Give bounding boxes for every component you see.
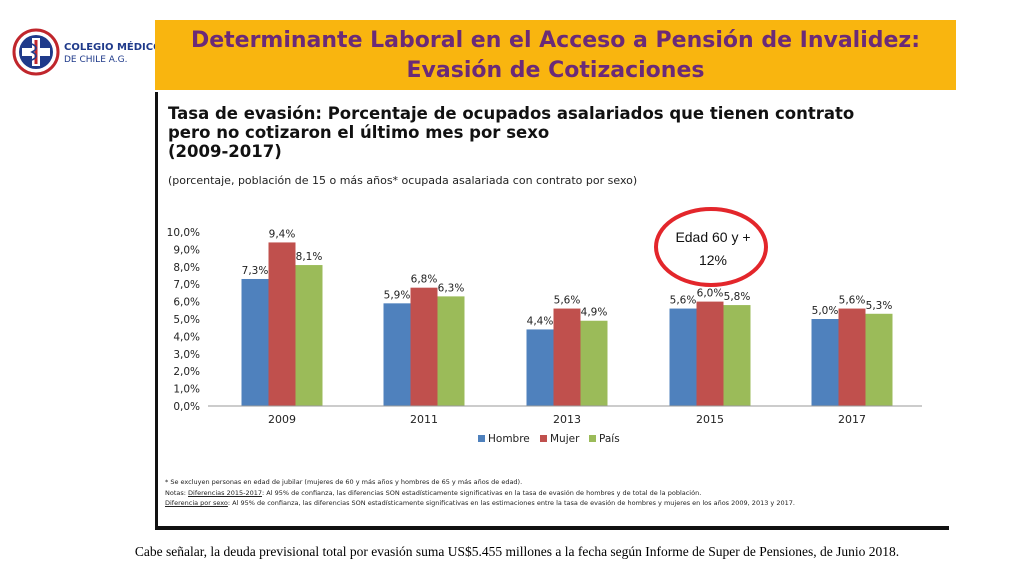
logo-line1: COLEGIO MÉDICO (64, 42, 162, 53)
bar-mujer-2011 (410, 287, 438, 406)
y-tick-label: 8,0% (173, 262, 200, 274)
colegio-medico-logo: COLEGIO MÉDICO DE CHILE A.G. (12, 28, 162, 76)
bar-hombre-2015 (669, 308, 697, 406)
y-tick-label: 1,0% (173, 384, 200, 396)
banner-title-line1: Determinante Laboral en el Acceso a Pens… (190, 28, 921, 53)
footnote-3-label: Diferencia por sexo (165, 499, 228, 507)
chart-subtitle: (porcentaje, población de 15 o más años*… (168, 174, 638, 187)
title-banner: Determinante Laboral en el Acceso a Pens… (155, 20, 956, 90)
data-label: 6,8% (411, 274, 438, 286)
y-tick-label: 6,0% (173, 297, 200, 309)
x-tick-label: 2011 (410, 413, 438, 426)
y-axis: 0,0% 1,0% 2,0% 3,0% 4,0% 5,0% 6,0% 7,0% 8,0% 9,0%… (167, 227, 200, 413)
legend-label-país: País (599, 433, 620, 445)
bar-hombre-2009 (241, 278, 269, 406)
bar-hombre-2017 (811, 319, 839, 406)
footnote-2-prefix: Notas: (165, 489, 189, 497)
callout-line1: Edad 60 y + (675, 229, 750, 245)
data-label: 5,6% (839, 295, 866, 307)
data-label: 6,0% (697, 288, 724, 300)
y-tick-label: 2,0% (173, 366, 200, 378)
footnote-2-label: Diferencias 2015-2017 (188, 489, 263, 497)
data-label: 5,6% (670, 295, 697, 307)
footnote-2: Notas: Diferencias 2015-2017: Al 95% de … (165, 489, 701, 497)
data-labels: 7,3%9,4%8,1%5,9%6,8%6,3%4,4%5,6%4,9%5,6%… (242, 228, 893, 327)
bar-mujer-2013 (553, 308, 581, 406)
bar-mujer-2017 (838, 308, 866, 406)
footnote-2-text: : Al 95% de confianza, las diferencias S… (262, 489, 702, 497)
callout-line2: 12% (699, 252, 727, 268)
footnote-3: Diferencia por sexo: Al 95% de confianza… (165, 499, 795, 507)
legend-swatch-país (589, 435, 596, 442)
x-axis: 2009 2011 2013 2015 2017 (208, 405, 922, 426)
bar-país-2015 (723, 305, 751, 406)
data-label: 7,3% (242, 265, 269, 277)
chart-title-line2: pero no cotizaron el último mes por sexo (168, 123, 550, 142)
banner-title-line2: Evasión de Cotizaciones (406, 58, 705, 83)
chart-title-line1: Tasa de evasión: Porcentaje de ocupados … (168, 104, 855, 123)
footnote-1: * Se excluyen personas en edad de jubila… (165, 478, 523, 486)
data-label: 9,4% (269, 228, 296, 240)
legend: Hombre Mujer País (478, 433, 620, 445)
bar-mujer-2009 (268, 242, 296, 406)
chart-title: Tasa de evasión: Porcentaje de ocupados … (168, 104, 948, 161)
y-tick-label: 10,0% (167, 227, 200, 239)
data-label: 5,0% (812, 305, 839, 317)
data-label: 4,9% (581, 307, 608, 319)
left-divider (155, 92, 158, 530)
data-label: 5,8% (724, 291, 751, 303)
callout-ellipse (654, 207, 768, 287)
bar-país-2011 (437, 296, 465, 406)
data-label: 4,4% (527, 315, 554, 327)
y-tick-label: 4,0% (173, 331, 200, 343)
bar-país-2013 (580, 320, 608, 406)
callout-annotation: Edad 60 y + 12% (654, 207, 768, 287)
bars-group (241, 242, 893, 406)
data-label: 5,9% (384, 289, 411, 301)
bar-hombre-2013 (526, 329, 554, 406)
x-tick-label: 2015 (696, 413, 724, 426)
y-tick-label: 7,0% (173, 279, 200, 291)
x-tick-label: 2013 (553, 413, 581, 426)
data-label: 6,3% (438, 282, 465, 294)
y-tick-label: 3,0% (173, 349, 200, 361)
data-label: 5,3% (866, 300, 893, 312)
footnote-3-text: : Al 95% de confianza, las diferencias S… (227, 499, 795, 507)
medical-emblem-icon (12, 28, 60, 76)
legend-label-mujer: Mujer (550, 433, 580, 445)
x-tick-label: 2017 (838, 413, 866, 426)
legend-swatch-hombre (478, 435, 485, 442)
bar-hombre-2011 (383, 303, 411, 406)
y-tick-label: 9,0% (173, 244, 200, 256)
legend-swatch-mujer (540, 435, 547, 442)
data-label: 5,6% (554, 295, 581, 307)
data-label: 8,1% (296, 251, 323, 263)
bar-país-2017 (865, 313, 893, 406)
bottom-note: Cabe señalar, la deuda previsional total… (134, 544, 900, 559)
y-tick-label: 0,0% (173, 401, 200, 413)
chart-title-line3: (2009-2017) (168, 142, 282, 161)
logo-line2: DE CHILE A.G. (64, 55, 128, 65)
legend-label-hombre: Hombre (488, 433, 530, 445)
y-tick-label: 5,0% (173, 314, 200, 326)
bar-mujer-2015 (696, 301, 724, 406)
bar-país-2009 (295, 265, 323, 406)
bottom-divider (155, 526, 949, 530)
x-tick-label: 2009 (268, 413, 296, 426)
